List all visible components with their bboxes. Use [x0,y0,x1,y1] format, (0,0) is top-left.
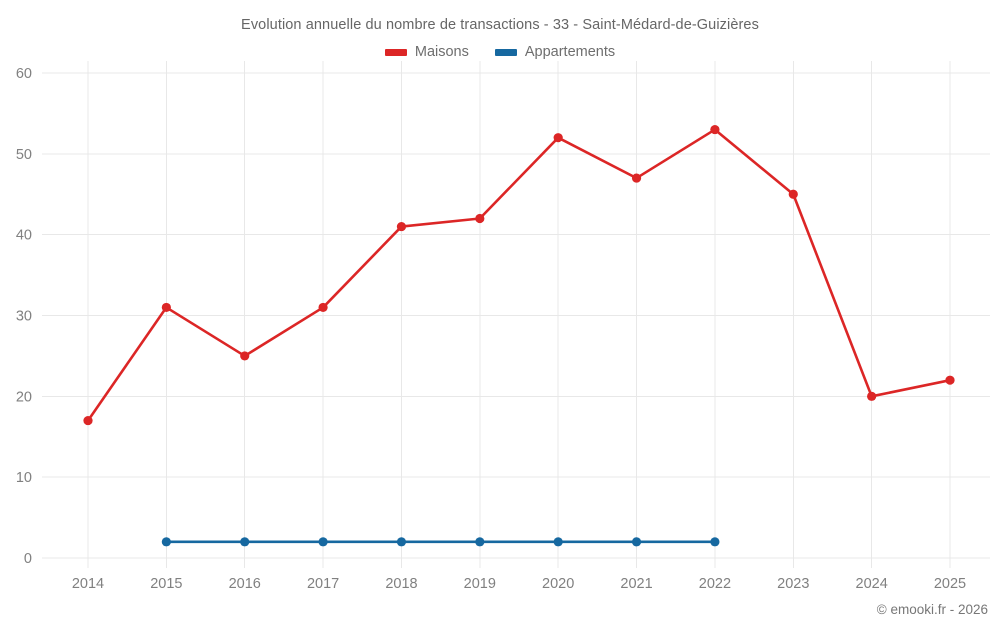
data-point-maisons[interactable] [945,375,955,385]
x-axis-tick-label: 2017 [307,576,339,592]
y-axis-tick-label: 20 [16,389,32,405]
data-point-maisons[interactable] [710,124,720,135]
y-axis-tick-label: 40 [16,228,32,244]
y-axis-tick-label: 50 [16,147,32,163]
legend-item-maisons[interactable]: Maisons [384,44,469,60]
data-point-appartements[interactable] [161,537,171,547]
chart-title: Evolution annuelle du nombre de transact… [241,17,759,33]
x-axis-tick-label: 2022 [699,576,731,592]
data-point-maisons[interactable] [396,221,407,232]
x-axis-tick-label: 2015 [150,576,182,592]
data-point-maisons[interactable] [553,133,563,143]
legend-swatch-maisons [384,48,407,56]
data-point-appartements[interactable] [631,537,642,547]
data-point-maisons[interactable] [240,351,250,361]
x-axis-tick-label: 2023 [777,576,809,592]
data-point-maisons[interactable] [318,302,328,313]
data-point-appartements[interactable] [396,537,407,547]
data-point-appartements[interactable] [553,537,563,547]
data-point-maisons[interactable] [788,189,798,199]
y-axis-tick-label: 10 [16,470,32,486]
data-point-maisons[interactable] [631,173,642,183]
x-axis-tick-label: 2024 [856,576,888,592]
legend-label-appartements: Appartements [524,44,616,60]
chart-legend: Maisons Appartements [0,44,1000,60]
x-axis-tick-label: 2014 [72,576,104,592]
x-axis-tick-label: 2016 [229,576,261,592]
footer-credit: © emooki.fr - 2026 [876,602,988,617]
data-point-maisons[interactable] [867,391,877,401]
data-point-appartements[interactable] [318,537,328,547]
y-axis-tick-label: 60 [16,66,32,82]
data-point-appartements[interactable] [710,537,720,547]
series-line-maisons [86,128,952,422]
x-axis-tick-label: 2025 [934,576,966,592]
x-axis-tick-label: 2018 [385,576,417,592]
data-point-maisons[interactable] [83,415,93,426]
y-axis-tick-label: 0 [24,551,32,567]
legend-label-maisons: Maisons [414,44,469,60]
data-point-maisons[interactable] [475,213,485,224]
legend-swatch-appartements [494,48,517,56]
data-point-appartements[interactable] [475,537,485,547]
data-point-appartements[interactable] [240,537,250,547]
legend-item-appartements[interactable]: Appartements [494,44,616,60]
x-axis-tick-label: 2021 [620,576,652,592]
y-axis-tick-label: 30 [16,309,32,325]
x-axis-tick-label: 2019 [464,576,496,592]
data-point-maisons[interactable] [161,302,171,313]
x-axis-tick-label: 2020 [542,576,574,592]
